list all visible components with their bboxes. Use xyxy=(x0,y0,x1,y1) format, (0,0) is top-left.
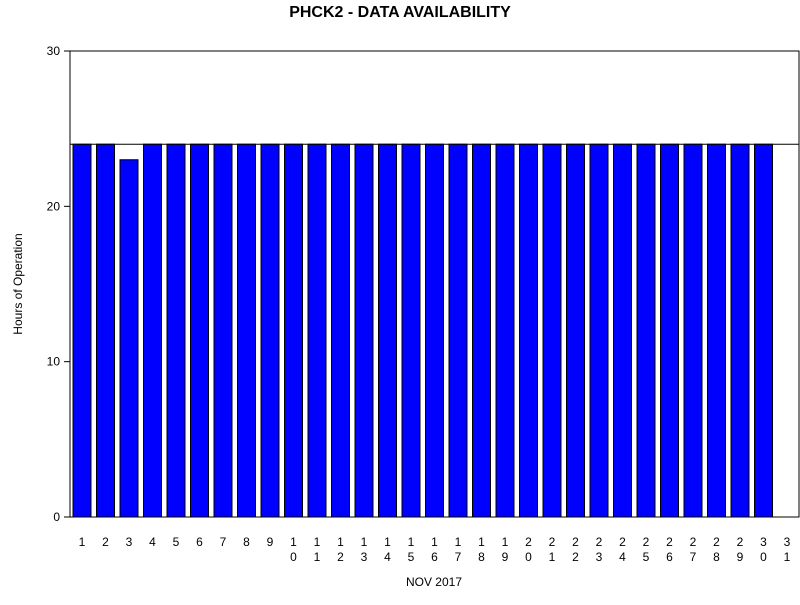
x-tick-label: 3 xyxy=(596,550,603,564)
bar xyxy=(72,143,92,518)
x-tick-label: 1 xyxy=(549,550,556,564)
x-tick-label: 2 xyxy=(549,535,556,549)
bar xyxy=(613,143,632,518)
bar xyxy=(401,143,421,518)
y-tick-label: 20 xyxy=(47,199,61,213)
x-tick-label: 1 xyxy=(290,535,297,549)
y-tick-label: 0 xyxy=(53,510,60,524)
x-tick-label: 8 xyxy=(243,535,250,549)
x-tick-label: 2 xyxy=(596,535,603,549)
bar xyxy=(331,143,350,518)
x-tick-label: 3 xyxy=(784,535,791,549)
bar xyxy=(566,143,585,518)
x-tick-label: 2 xyxy=(666,535,673,549)
x-tick-label: 3 xyxy=(760,535,767,549)
bar xyxy=(683,143,703,518)
x-tick-label: 0 xyxy=(760,550,767,564)
x-tick-label: 1 xyxy=(361,535,368,549)
x-tick-label: 2 xyxy=(337,550,344,564)
x-tick-label: 9 xyxy=(267,535,274,549)
x-tick-label: 2 xyxy=(690,535,697,549)
y-tick-label: 30 xyxy=(47,44,61,58)
bar xyxy=(542,143,562,518)
x-tick-label: 5 xyxy=(643,550,650,564)
x-tick-label: 2 xyxy=(102,535,109,549)
x-tick-label: 6 xyxy=(431,550,438,564)
x-tick-label: 2 xyxy=(713,535,720,549)
x-tick-label: 2 xyxy=(525,535,532,549)
bar xyxy=(378,143,397,518)
bar xyxy=(166,143,186,518)
y-axis-label: Hours of Operation xyxy=(11,233,25,334)
x-tick-label: 7 xyxy=(690,550,697,564)
bar xyxy=(754,143,773,518)
x-tick-label: 1 xyxy=(384,535,391,549)
bar xyxy=(519,143,538,518)
bar xyxy=(660,143,679,518)
x-tick-label: 4 xyxy=(149,535,156,549)
x-tick-label: 8 xyxy=(713,550,720,564)
bar xyxy=(448,143,468,518)
chart-title: PHCK2 - DATA AVAILABILITY xyxy=(289,4,511,21)
bar xyxy=(119,159,139,518)
bar xyxy=(472,143,491,518)
x-tick-label: 2 xyxy=(572,550,579,564)
x-tick-label: 1 xyxy=(79,535,86,549)
bar xyxy=(96,143,115,518)
x-tick-label: 1 xyxy=(314,535,321,549)
x-tick-label: 1 xyxy=(455,535,462,549)
bar xyxy=(237,143,256,518)
x-tick-label: 2 xyxy=(737,535,744,549)
x-tick-label: 5 xyxy=(173,535,180,549)
bar xyxy=(589,143,609,518)
bar xyxy=(425,143,444,518)
x-tick-label: 0 xyxy=(525,550,532,564)
x-tick-label: 7 xyxy=(220,535,227,549)
x-tick-label: 9 xyxy=(737,550,744,564)
bar xyxy=(354,143,374,518)
bar xyxy=(284,143,303,518)
bar xyxy=(190,143,209,518)
x-tick-label: 1 xyxy=(478,535,485,549)
bar xyxy=(495,143,515,518)
x-tick-label: 6 xyxy=(666,550,673,564)
x-tick-label: 3 xyxy=(361,550,368,564)
bar xyxy=(636,143,656,518)
bar xyxy=(730,143,750,518)
x-tick-label: 9 xyxy=(502,550,509,564)
x-tick-label: 8 xyxy=(478,550,485,564)
x-tick-label: 1 xyxy=(408,535,415,549)
x-axis-label: NOV 2017 xyxy=(406,575,462,589)
bar xyxy=(213,143,233,518)
x-tick-label: 2 xyxy=(619,535,626,549)
x-tick-label: 4 xyxy=(619,550,626,564)
x-tick-label: 1 xyxy=(784,550,791,564)
bar xyxy=(143,143,162,518)
x-tick-label: 7 xyxy=(455,550,462,564)
x-tick-label: 2 xyxy=(643,535,650,549)
y-tick-label: 10 xyxy=(47,355,61,369)
x-tick-label: 6 xyxy=(196,535,203,549)
x-tick-label: 4 xyxy=(384,550,391,564)
bar xyxy=(260,143,280,518)
x-tick-label: 1 xyxy=(337,535,344,549)
x-tick-label: 5 xyxy=(408,550,415,564)
x-tick-label: 0 xyxy=(290,550,297,564)
x-tick-label: 1 xyxy=(314,550,321,564)
x-tick-label: 1 xyxy=(431,535,438,549)
bar xyxy=(307,143,327,518)
bar xyxy=(707,143,726,518)
x-tick-label: 3 xyxy=(126,535,133,549)
x-tick-label: 2 xyxy=(572,535,579,549)
x-tick-label: 1 xyxy=(502,535,509,549)
